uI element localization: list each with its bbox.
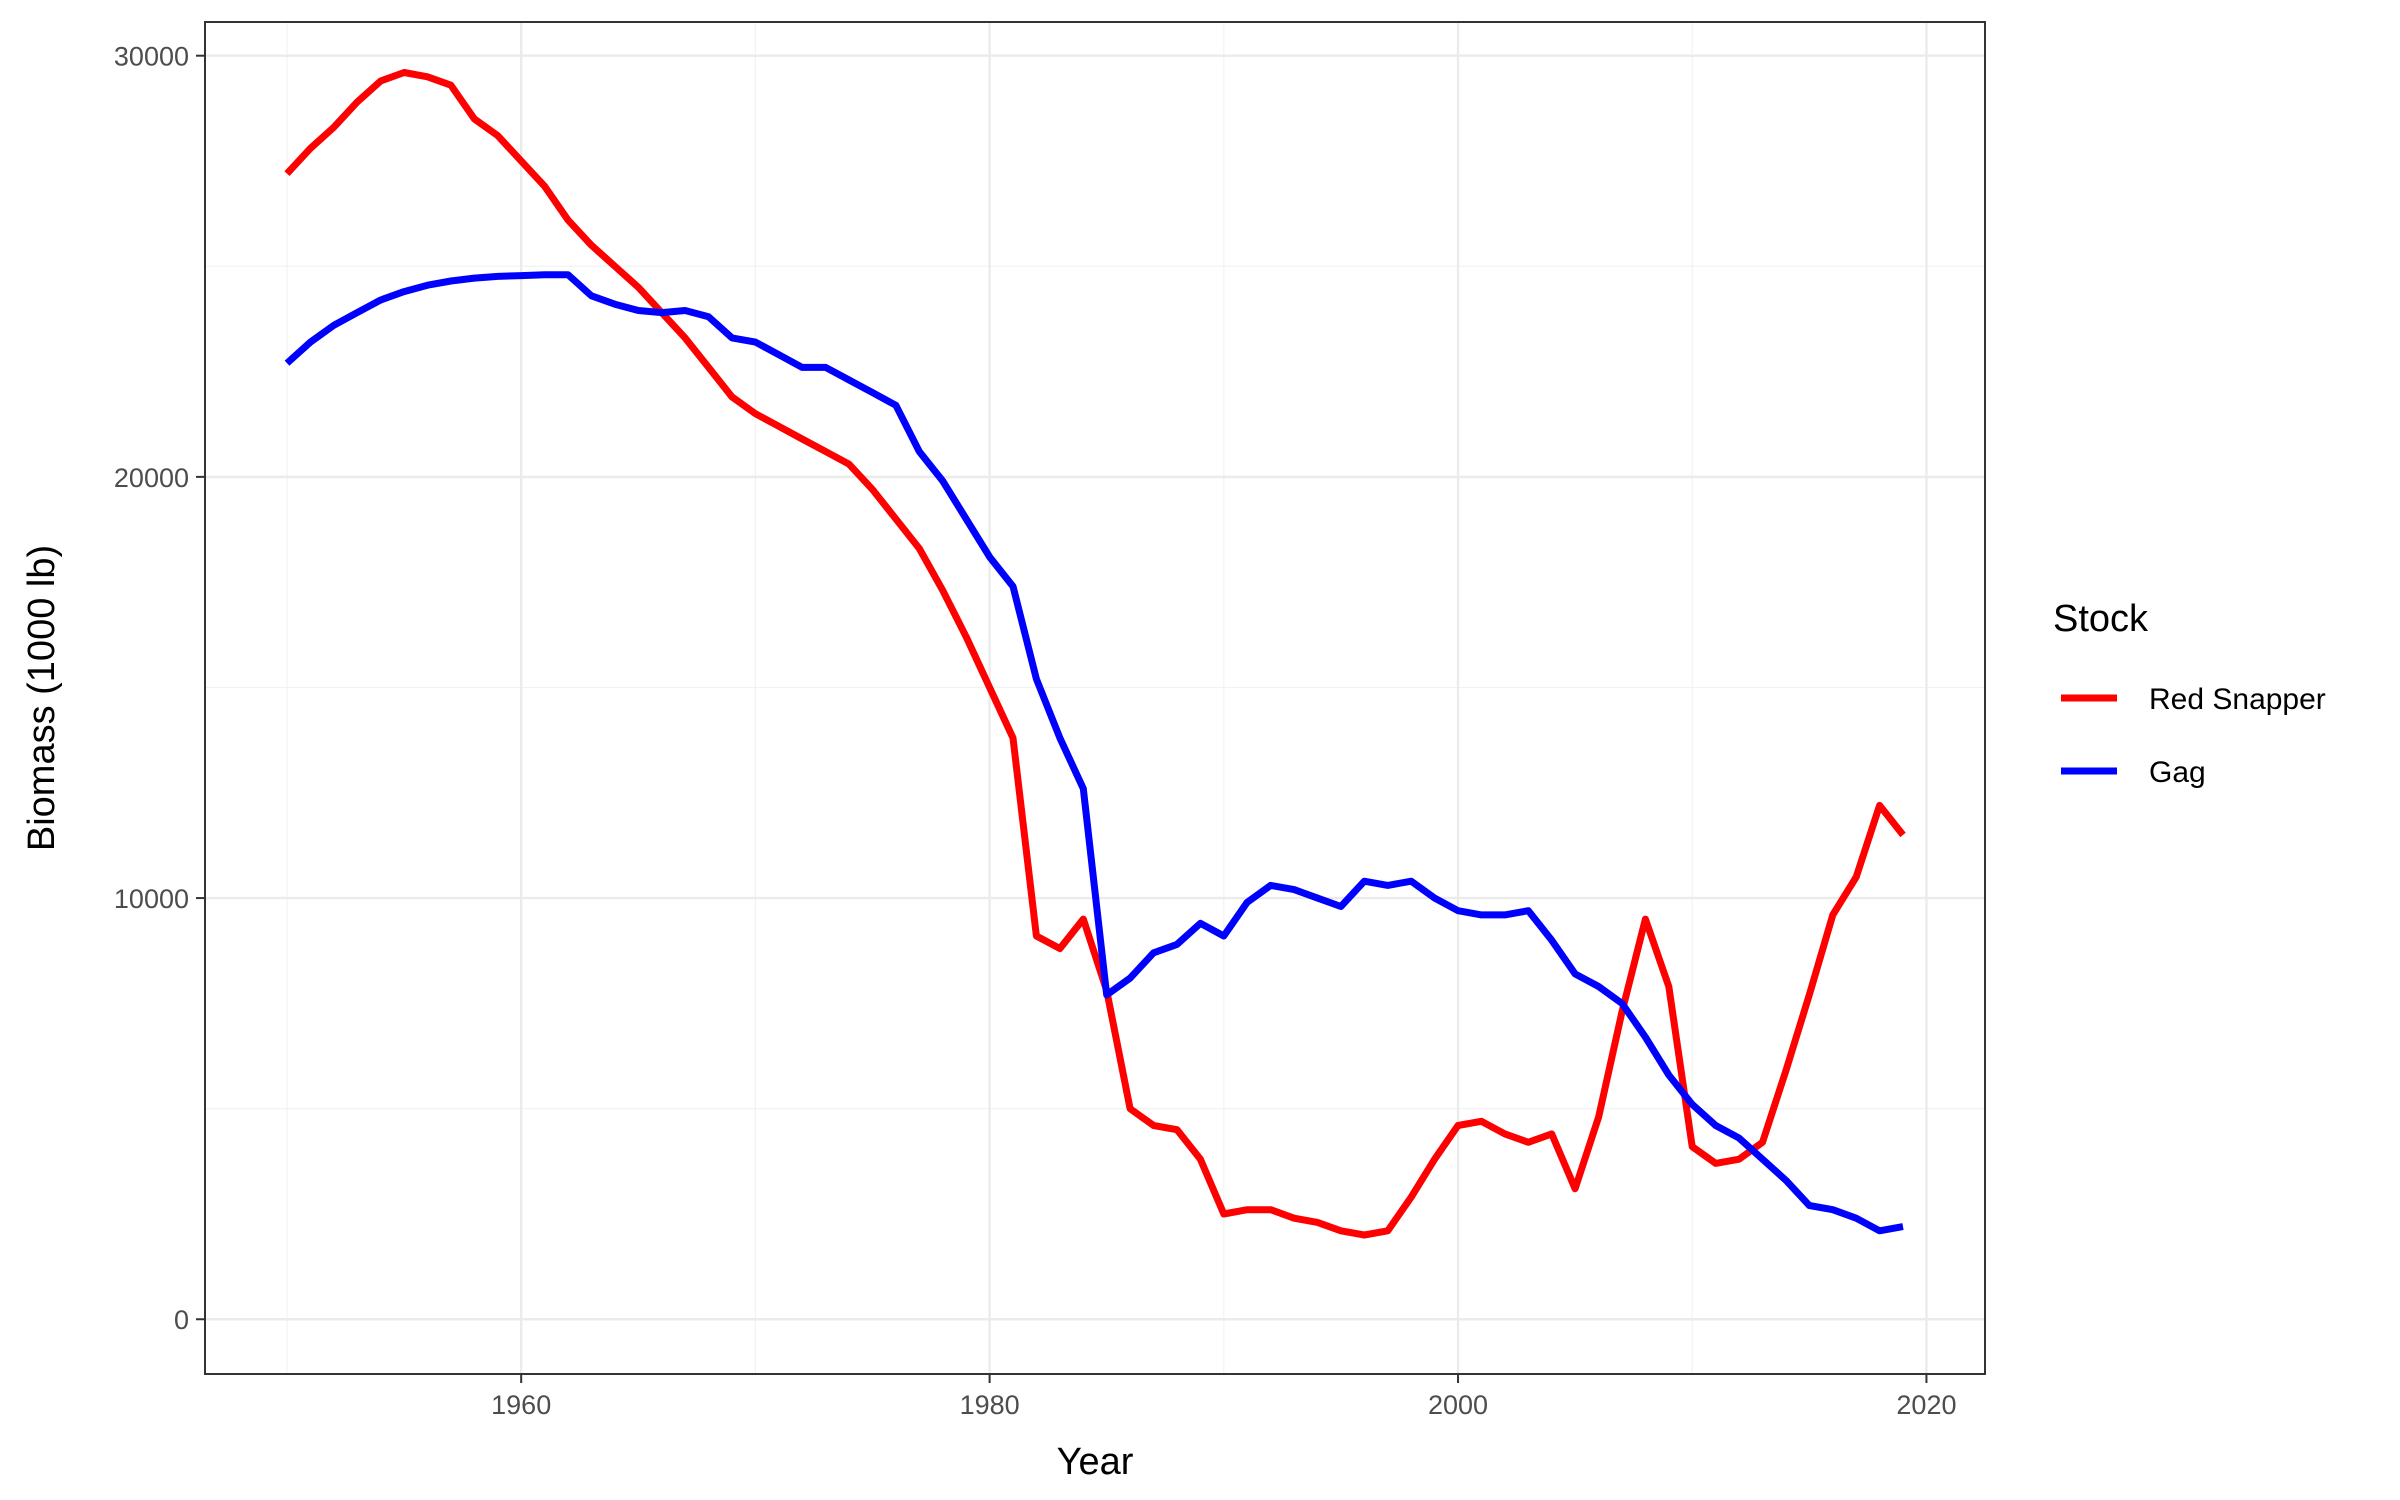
x-tick-label: 2000 [1428,1390,1488,1420]
legend-title: Stock [2053,598,2149,640]
y-tick-label: 30000 [114,42,189,72]
plot-panel [205,22,1985,1374]
gag-line [284,271,1904,1235]
x-tick-label: 1980 [960,1390,1020,1420]
plot-border [204,21,1986,1375]
y-tick-label: 0 [174,1305,189,1335]
red-snapper-legend-label: Red Snapper [2149,683,2326,716]
legend: Stock Red Snapper Gag [2053,598,2326,789]
x-tick-label: 2020 [1896,1390,1956,1420]
red-snapper-line [284,69,1906,1239]
x-axis-title: Year [1057,1441,1134,1483]
gag-legend-label: Gag [2149,756,2206,789]
x-tick-label: 1960 [491,1390,551,1420]
y-tick-label: 20000 [114,463,189,493]
axis-ticks: 1960 1980 2000 2020 0 10000 20000 30000 [114,42,1957,1420]
y-axis-title: Biomass (1000 lb) [21,545,63,851]
legend-items: Red Snapper Gag [2061,683,2326,789]
data-series [284,69,1906,1239]
y-tick-label: 10000 [114,884,189,914]
